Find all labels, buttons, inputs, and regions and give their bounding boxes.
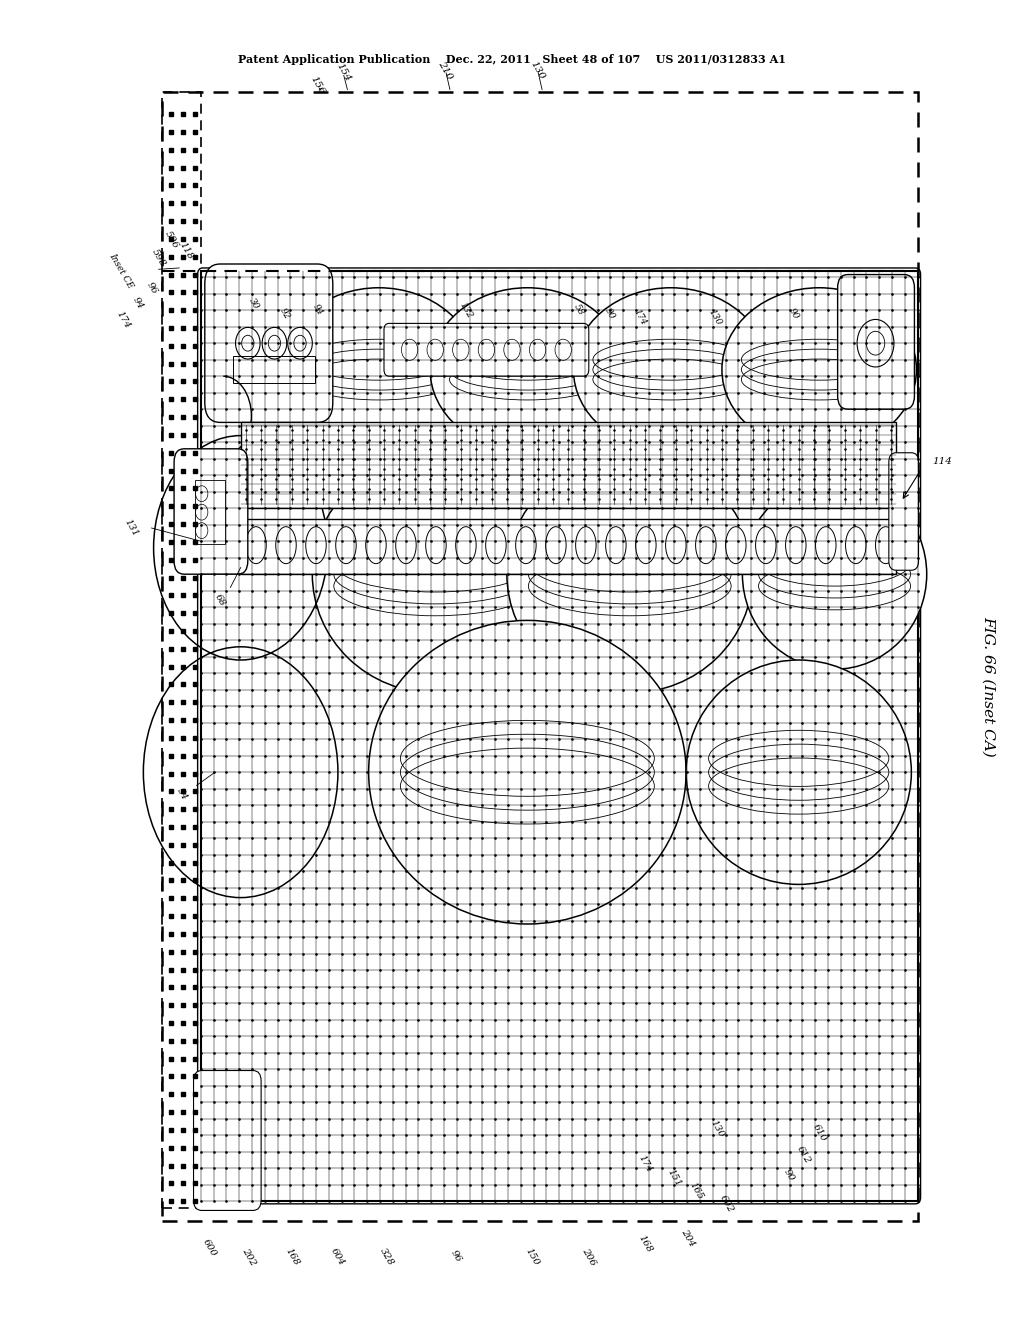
Text: 151: 151 — [666, 1167, 682, 1188]
Bar — [162, 92, 918, 1221]
Text: 598: 598 — [151, 247, 167, 268]
Text: 168: 168 — [637, 1233, 653, 1254]
Text: 154: 154 — [334, 62, 352, 83]
Bar — [195, 480, 225, 544]
Ellipse shape — [722, 288, 916, 451]
Text: 602: 602 — [719, 1193, 735, 1214]
Text: 600: 600 — [202, 1237, 218, 1258]
Text: 130: 130 — [528, 59, 547, 81]
Bar — [241, 519, 896, 574]
FancyBboxPatch shape — [838, 275, 914, 409]
Text: 156: 156 — [308, 75, 327, 96]
Text: 58: 58 — [571, 304, 586, 317]
Text: 94: 94 — [131, 296, 145, 312]
Text: 130: 130 — [709, 1118, 725, 1139]
Text: Patent Application Publication    Dec. 22, 2011   Sheet 48 of 107    US 2011/031: Patent Application Publication Dec. 22, … — [238, 54, 786, 65]
Text: 94: 94 — [310, 304, 325, 317]
Ellipse shape — [573, 288, 768, 451]
Text: FIG. 66 (Inset CA): FIG. 66 (Inset CA) — [981, 616, 995, 756]
Text: 114: 114 — [932, 458, 951, 466]
Text: 165: 165 — [688, 1180, 705, 1201]
Text: 150: 150 — [524, 1246, 541, 1267]
Text: 610: 610 — [811, 1122, 827, 1143]
Text: 132: 132 — [458, 301, 474, 319]
Text: 90: 90 — [602, 308, 616, 321]
Ellipse shape — [369, 620, 686, 924]
Text: 174: 174 — [115, 309, 131, 330]
Text: 174: 174 — [632, 308, 648, 326]
Text: 168: 168 — [284, 1246, 300, 1267]
Text: 612: 612 — [796, 1144, 812, 1166]
Ellipse shape — [507, 455, 753, 693]
Text: 68: 68 — [213, 593, 227, 609]
FancyBboxPatch shape — [889, 453, 919, 570]
Text: 604: 604 — [330, 1246, 346, 1267]
FancyBboxPatch shape — [384, 323, 589, 376]
Text: 130: 130 — [707, 308, 723, 326]
Text: 174: 174 — [637, 1154, 653, 1175]
Text: 90: 90 — [786, 308, 801, 321]
Bar — [162, 92, 201, 1208]
FancyBboxPatch shape — [194, 1071, 261, 1210]
FancyBboxPatch shape — [174, 449, 248, 574]
Text: 202: 202 — [241, 1246, 257, 1267]
Text: 210: 210 — [436, 59, 455, 81]
Text: 96: 96 — [144, 280, 159, 296]
Ellipse shape — [282, 288, 476, 451]
Ellipse shape — [430, 288, 625, 451]
Ellipse shape — [686, 660, 911, 884]
Ellipse shape — [742, 479, 927, 669]
Text: 131: 131 — [123, 517, 139, 539]
Text: Inset CE: Inset CE — [108, 251, 134, 290]
Bar — [201, 271, 918, 1201]
Text: 206: 206 — [581, 1246, 597, 1267]
Text: 118: 118 — [178, 240, 195, 261]
Text: 328: 328 — [379, 1246, 395, 1267]
Bar — [241, 422, 896, 508]
Bar — [233, 356, 315, 383]
Text: 96: 96 — [449, 1249, 463, 1265]
Text: 30: 30 — [247, 297, 261, 310]
Text: 90: 90 — [781, 1167, 796, 1183]
Ellipse shape — [312, 455, 558, 693]
Text: 92: 92 — [278, 308, 292, 321]
Text: 596: 596 — [164, 230, 180, 251]
FancyBboxPatch shape — [205, 264, 333, 422]
Text: 54: 54 — [175, 787, 189, 803]
Text: 204: 204 — [680, 1228, 696, 1249]
